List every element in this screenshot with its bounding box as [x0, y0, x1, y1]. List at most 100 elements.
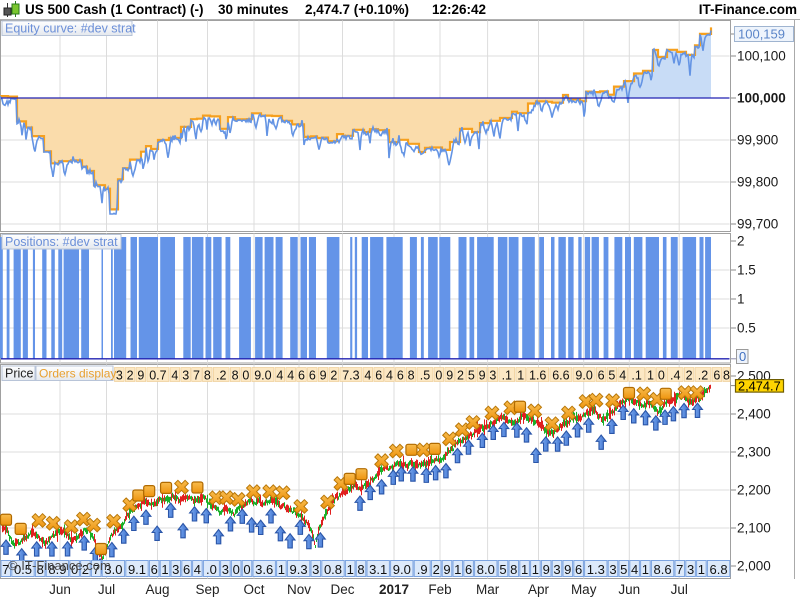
- svg-text:8: 8: [723, 369, 730, 383]
- svg-text:3: 3: [687, 562, 694, 577]
- svg-text:Jul: Jul: [98, 582, 115, 597]
- svg-text:3: 3: [489, 369, 496, 383]
- svg-text:2,300: 2,300: [737, 445, 771, 460]
- svg-text:6: 6: [465, 562, 472, 577]
- svg-text:3: 3: [553, 562, 560, 577]
- svg-text:2: 2: [82, 562, 89, 577]
- svg-text:1: 1: [517, 369, 524, 383]
- svg-text:0.8: 0.8: [324, 562, 342, 577]
- svg-text:3: 3: [172, 562, 179, 577]
- svg-text:99,700: 99,700: [737, 217, 778, 232]
- svg-text:1: 1: [647, 369, 654, 383]
- svg-text:5: 5: [468, 369, 475, 383]
- svg-text:8: 8: [408, 369, 415, 383]
- svg-text:Nov: Nov: [287, 582, 311, 597]
- svg-text:6: 6: [375, 369, 382, 383]
- svg-text:9.0: 9.0: [575, 369, 592, 383]
- svg-text:9: 9: [443, 562, 450, 577]
- svg-text:1: 1: [278, 562, 285, 577]
- svg-text:Sep: Sep: [195, 582, 219, 597]
- svg-text:1: 1: [642, 562, 649, 577]
- svg-text:IT-Finance.com: IT-Finance.com: [699, 2, 797, 17]
- svg-text:.1: .1: [502, 369, 512, 383]
- svg-text:5: 5: [499, 562, 506, 577]
- svg-text:Orders display: Orders display: [39, 367, 116, 381]
- svg-text:9.0: 9.0: [254, 369, 271, 383]
- svg-text:3: 3: [609, 562, 616, 577]
- svg-text:4: 4: [276, 369, 283, 383]
- svg-text:4: 4: [386, 369, 393, 383]
- svg-text:3: 3: [182, 369, 189, 383]
- svg-text:7: 7: [93, 562, 100, 577]
- svg-text:2017: 2017: [379, 582, 409, 597]
- svg-text:6: 6: [397, 369, 404, 383]
- svg-text:6: 6: [713, 369, 720, 383]
- svg-text:Aug: Aug: [145, 582, 169, 597]
- svg-text:May: May: [571, 582, 597, 597]
- svg-text:6.6: 6.6: [552, 369, 569, 383]
- svg-text:4: 4: [631, 562, 638, 577]
- svg-text:7.3: 7.3: [342, 369, 359, 383]
- svg-text:2: 2: [737, 234, 745, 249]
- svg-text:8: 8: [204, 369, 211, 383]
- svg-text:.2: .2: [698, 369, 708, 383]
- svg-text:0: 0: [242, 369, 249, 383]
- svg-text:3: 3: [116, 369, 123, 383]
- svg-text:4: 4: [364, 369, 371, 383]
- svg-text:1: 1: [347, 562, 354, 577]
- svg-text:9: 9: [320, 369, 327, 383]
- svg-text:Price: Price: [5, 367, 34, 381]
- svg-text:Positions: #dev strat: Positions: #dev strat: [5, 235, 118, 249]
- svg-text:1: 1: [532, 562, 539, 577]
- svg-text:4: 4: [287, 369, 294, 383]
- svg-text:6: 6: [598, 369, 605, 383]
- svg-text:2,474.7 (+0.10%): 2,474.7 (+0.10%): [305, 2, 409, 17]
- svg-text:9: 9: [137, 369, 144, 383]
- svg-text:1: 1: [521, 562, 528, 577]
- svg-text:2: 2: [686, 369, 693, 383]
- svg-text:4: 4: [171, 369, 178, 383]
- svg-text:1.5: 1.5: [737, 263, 756, 278]
- svg-text:3.0: 3.0: [104, 562, 122, 577]
- svg-text:0: 0: [233, 562, 240, 577]
- svg-text:3.6: 3.6: [255, 562, 273, 577]
- svg-text:8: 8: [510, 562, 517, 577]
- svg-text:5: 5: [620, 562, 627, 577]
- svg-text:.2: .2: [216, 369, 226, 383]
- svg-text:2,474.7: 2,474.7: [738, 378, 781, 393]
- svg-text:Mar: Mar: [476, 582, 500, 597]
- svg-text:Equity curve: #dev strat: Equity curve: #dev strat: [5, 22, 136, 36]
- svg-text:2,000: 2,000: [737, 559, 771, 574]
- svg-text:US 500 Cash (1 Contract) (-): US 500 Cash (1 Contract) (-): [25, 2, 204, 17]
- svg-text:100,100: 100,100: [737, 49, 786, 64]
- svg-text:9: 9: [479, 369, 486, 383]
- svg-text:6: 6: [309, 369, 316, 383]
- svg-text:5: 5: [608, 369, 615, 383]
- svg-text:12:26:42: 12:26:42: [432, 2, 486, 17]
- svg-text:Jul: Jul: [671, 582, 688, 597]
- svg-text:2: 2: [433, 562, 440, 577]
- svg-text:3: 3: [312, 562, 319, 577]
- svg-text:2: 2: [127, 369, 134, 383]
- svg-text:9: 9: [543, 562, 550, 577]
- svg-text:30 minutes: 30 minutes: [218, 2, 289, 17]
- svg-text:0: 0: [435, 369, 442, 383]
- svg-text:Oct: Oct: [243, 582, 264, 597]
- svg-text:2: 2: [330, 369, 337, 383]
- svg-text:8.9: 8.9: [48, 562, 66, 577]
- svg-text:1: 1: [698, 562, 705, 577]
- svg-text:9: 9: [564, 562, 571, 577]
- svg-text:7: 7: [2, 562, 9, 577]
- svg-text:8.0: 8.0: [477, 562, 495, 577]
- svg-text:1: 1: [161, 562, 168, 577]
- svg-text:99,800: 99,800: [737, 175, 778, 190]
- svg-text:8: 8: [357, 562, 364, 577]
- svg-text:Apr: Apr: [528, 582, 550, 597]
- svg-text:0.5: 0.5: [14, 562, 32, 577]
- svg-text:6: 6: [183, 562, 190, 577]
- svg-text:7: 7: [676, 562, 683, 577]
- svg-text:0: 0: [243, 562, 250, 577]
- svg-text:0: 0: [658, 369, 665, 383]
- svg-text:100,159: 100,159: [738, 27, 785, 42]
- svg-text:.4: .4: [670, 369, 680, 383]
